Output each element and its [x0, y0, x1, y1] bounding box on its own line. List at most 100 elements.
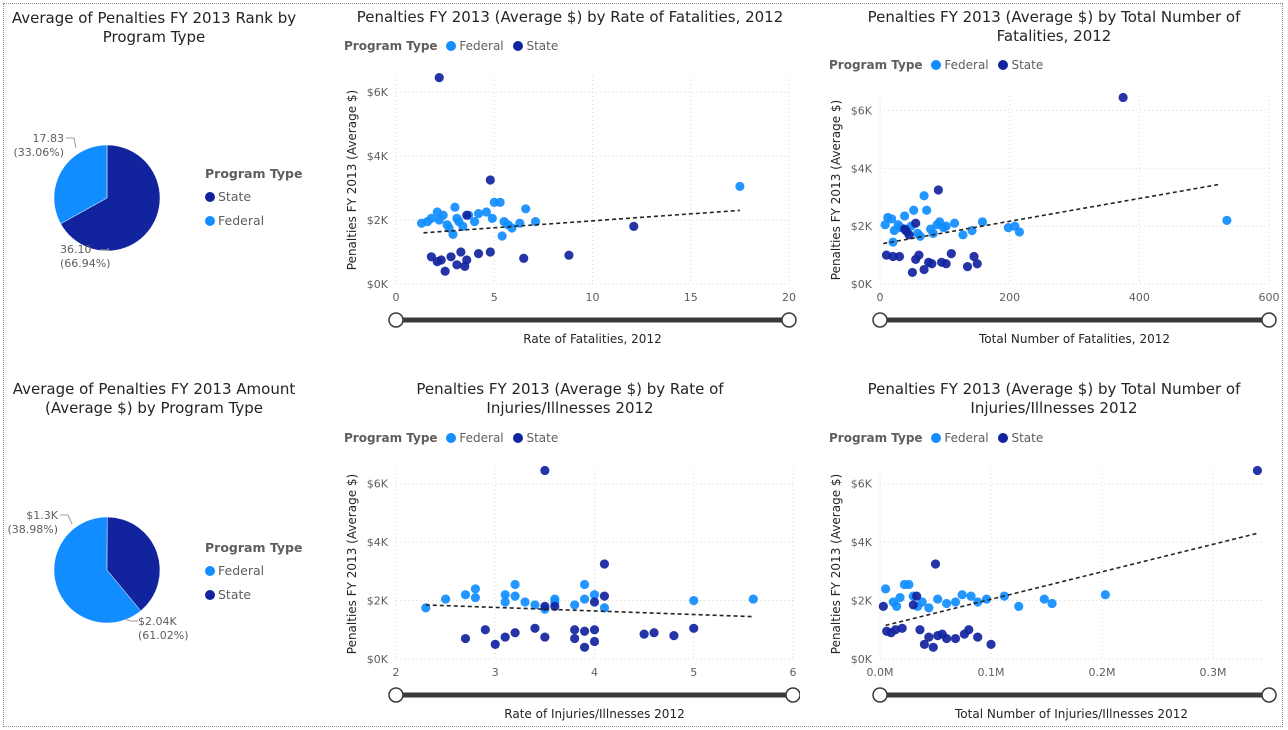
- data-point-federal: [530, 217, 541, 227]
- data-point-federal: [933, 594, 943, 604]
- data-point-federal: [589, 590, 600, 600]
- y-tick-label: $0K: [851, 278, 873, 291]
- scatter-title: Penalties FY 2013 (Average $) by Rate of…: [356, 8, 784, 26]
- data-point-federal: [880, 220, 890, 230]
- data-point-federal: [1047, 598, 1057, 609]
- legend-item-federal[interactable]: Federal: [931, 431, 989, 445]
- x-tick-label: 5: [491, 291, 498, 304]
- y-tick-label: $4K: [367, 536, 389, 549]
- federal-dot-icon: [931, 60, 942, 70]
- legend-item-federal[interactable]: Federal: [931, 58, 989, 72]
- scatter-plot-area: $0K $2K $4K $6K 0.0M 0.1M 0.2M 0.3M Penalties FY…: [829, 465, 1277, 721]
- y-tick-label: $4K: [851, 536, 873, 549]
- dashboard-frame: [3, 3, 1283, 727]
- data-point-federal: [1222, 215, 1232, 225]
- state-dot-icon: [205, 590, 215, 600]
- zoom-slider-handle-left: [388, 312, 404, 328]
- legend-item-state[interactable]: State: [513, 431, 558, 445]
- data-point-federal: [521, 204, 531, 214]
- data-point-state: [440, 266, 450, 276]
- pie-leader-line: [123, 618, 138, 622]
- scatter-plot-area: $0K $2K $4K $6K 0 5 10 15 20 Penalties FY 2013 (A…: [345, 73, 797, 346]
- data-point-federal: [748, 594, 758, 604]
- pie-data-label-value: 17.83: [33, 132, 65, 145]
- pie-amount-by-program-type: Average of Penalties FY 2013 Amount (Ave…: [4, 373, 304, 713]
- data-point-state: [446, 252, 456, 262]
- data-point-federal: [550, 594, 560, 604]
- data-point-federal: [470, 593, 480, 603]
- legend-label: State: [526, 39, 559, 53]
- data-point-state: [1252, 465, 1263, 476]
- data-point-state: [669, 631, 679, 641]
- data-point-federal: [950, 597, 961, 607]
- y-tick-label: $6K: [367, 478, 389, 491]
- legend-item-state[interactable]: State: [205, 189, 302, 204]
- legend-item-federal[interactable]: Federal: [446, 39, 504, 53]
- federal-dot-icon: [205, 566, 215, 576]
- x-axis-title: Total Number of Injuries/Illnesses 2012: [954, 707, 1188, 721]
- legend-item-state[interactable]: State: [205, 587, 302, 602]
- x-tick-label: 6: [790, 666, 797, 679]
- data-point-state: [908, 600, 918, 610]
- legend-item-federal[interactable]: Federal: [446, 431, 504, 445]
- y-axis-title: Penalties FY 2013 (Average $): [829, 474, 843, 654]
- scatter-legend: Program Type Federal State: [829, 431, 1049, 445]
- data-point-state: [973, 632, 983, 642]
- pie-rank-chart: 17.83(33.06%) 36.10(66.94%): [13, 132, 161, 270]
- y-tick-label: $6K: [851, 478, 873, 491]
- x-tick-label: 0: [393, 291, 400, 304]
- data-point-federal: [895, 593, 905, 603]
- legend-item-state[interactable]: State: [998, 431, 1043, 445]
- data-point-federal: [510, 579, 520, 590]
- data-point-federal: [500, 597, 510, 607]
- data-point-state: [927, 259, 937, 269]
- legend-title: Program Type: [205, 166, 303, 181]
- data-point-state: [933, 185, 943, 195]
- legend-item-federal[interactable]: Federal: [205, 563, 302, 578]
- data-point-state: [599, 591, 610, 601]
- data-point-federal: [1014, 601, 1024, 611]
- data-point-state: [689, 623, 699, 633]
- x-tick-label: 5: [690, 666, 697, 679]
- pie-slice-state: [106, 516, 161, 612]
- zoom-slider-handle-right: [1261, 312, 1277, 328]
- data-point-federal: [1100, 590, 1110, 600]
- scatter-rate-of-fatalities: Penalties FY 2013 (Average $) by Rate of…: [340, 4, 800, 349]
- data-point-state: [907, 267, 918, 278]
- data-point-federal: [977, 217, 988, 227]
- x-tick-label: 0.3M: [1200, 666, 1227, 679]
- pie-data-label-percent: (38.98%): [7, 523, 58, 536]
- state-dot-icon: [998, 60, 1009, 70]
- data-point-federal: [949, 218, 960, 228]
- data-point-state: [911, 218, 921, 228]
- x-tick-label: 15: [684, 291, 698, 304]
- data-point-federal: [900, 211, 910, 221]
- state-dot-icon: [998, 433, 1009, 443]
- x-tick-label: 0.1M: [978, 666, 1005, 679]
- y-tick-label: $0K: [367, 653, 389, 666]
- legend-label: Federal: [218, 563, 265, 578]
- data-point-state: [436, 255, 446, 265]
- pie-data-label-percent: (61.02%): [138, 629, 189, 642]
- pie-slice-state: [60, 144, 161, 252]
- legend-title: Program Type: [829, 58, 923, 72]
- data-point-state: [452, 260, 462, 270]
- pie-data-label-percent: (33.06%): [13, 146, 64, 159]
- data-point-state: [649, 628, 659, 638]
- legend-item-state[interactable]: State: [998, 58, 1043, 72]
- data-point-federal: [481, 207, 491, 217]
- data-point-state: [540, 465, 550, 476]
- legend-item-federal[interactable]: Federal: [205, 213, 302, 228]
- data-point-state: [462, 255, 472, 265]
- data-point-state: [589, 625, 600, 635]
- y-tick-label: $2K: [367, 214, 389, 227]
- pie-rank-title: Average of Penalties FY 2013 Rank by Pro…: [11, 9, 297, 46]
- legend-title: Program Type: [205, 540, 303, 555]
- zoom-slider-handle-left: [872, 687, 888, 703]
- data-point-federal: [917, 597, 927, 607]
- legend-item-state[interactable]: State: [513, 39, 558, 53]
- state-dot-icon: [513, 433, 524, 443]
- data-point-state: [946, 249, 956, 259]
- legend-label: Federal: [944, 58, 989, 72]
- pie-amount-title: Average of Penalties FY 2013 Amount (Ave…: [12, 380, 296, 417]
